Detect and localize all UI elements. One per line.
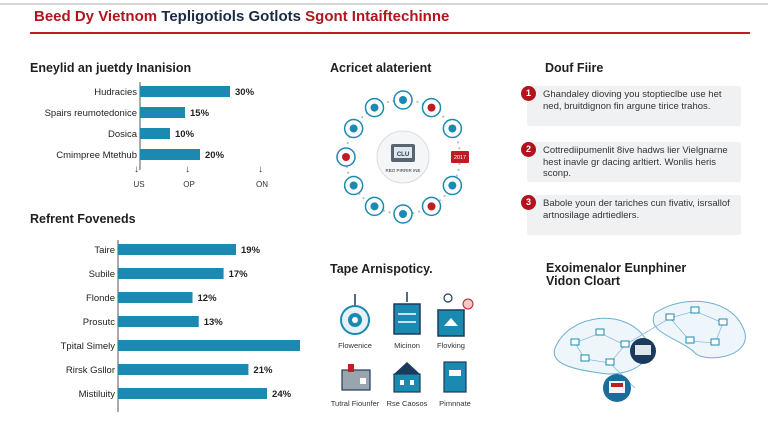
title-underline <box>30 32 750 34</box>
server-icon <box>393 292 421 335</box>
icon-caption-4: Tutral Fiounfer <box>331 399 380 408</box>
value-label: 30% <box>235 87 255 98</box>
step-text-3: Babole youn der tariches cun fivativ, is… <box>543 198 730 221</box>
briefcase-icon <box>443 361 467 393</box>
chart1-tick-label: OP <box>183 180 195 189</box>
flow-region-right <box>652 300 746 359</box>
icons-title: Tape Arnispoticy. <box>330 262 433 276</box>
home-icon <box>437 293 474 337</box>
bar <box>118 292 193 303</box>
bank-icon <box>336 147 356 167</box>
drop-icon <box>393 204 413 224</box>
cycle-title: Acricet alaterient <box>330 61 432 75</box>
value-label: 21% <box>253 365 273 376</box>
gear-icon <box>421 196 442 217</box>
category-label: Rirsk Gsllor <box>66 365 115 376</box>
icon-caption-5: Rse Caosos <box>387 399 428 408</box>
category-label: Flonde <box>86 293 115 304</box>
step-card-1: 1 Ghandaley dioving you stoptieclbe use … <box>521 86 741 126</box>
flow-diagram <box>553 300 746 402</box>
bar <box>140 86 230 97</box>
network-icon <box>364 196 385 217</box>
chart2-svg: Taire 19% Subile 17% Flonde 12% Prosutc 13% Tpit… <box>61 240 300 412</box>
flow-nodes <box>570 306 728 366</box>
step-card-3: 3 Babole youn der tariches cun fivativ, … <box>521 195 741 235</box>
top-divider <box>0 3 768 5</box>
badge-label: 2017 <box>454 155 466 161</box>
value-label: 20% <box>205 150 225 161</box>
monitor-badge-icon <box>630 338 656 364</box>
title-part-2: Tepligotiols Gotlots <box>161 8 301 25</box>
center-label: CLU <box>397 152 409 158</box>
chart1-svg: Hudracies 30% Spairs reumotedonice 15% Dosic… <box>45 82 255 170</box>
category-label: Hudracies <box>94 87 137 98</box>
factory-icon <box>341 364 371 391</box>
bar <box>118 364 249 375</box>
map-icon <box>343 175 364 196</box>
title-part-1: Beed Dy Vietnom <box>34 8 158 25</box>
cycle-diagram: CLU RBO PIRRIR INE 2017 <box>336 90 469 224</box>
icon-caption-3: Flovking <box>437 341 465 350</box>
bar <box>118 316 199 327</box>
value-label: 19% <box>241 245 261 256</box>
step-text-1: Ghandaley dioving you stoptieclbe use he… <box>543 89 722 112</box>
chart1-tick-label: ON <box>256 180 268 189</box>
page-title: Beed Dy Vietnom Tepligotiols Gotlots Sgo… <box>34 8 449 25</box>
chart1-tick-arrow-2-icon: ↓ <box>185 164 190 175</box>
value-label: 15% <box>190 108 210 119</box>
center-caption: RBO PIRRIR INE <box>385 168 420 173</box>
target-icon <box>340 294 370 335</box>
bar <box>140 149 200 160</box>
category-label: Subile <box>89 269 115 280</box>
steps-title: Douf Fiire <box>545 61 604 75</box>
flow-title-line-1: Exoimenalor Eunphiner <box>546 261 687 275</box>
icon-caption-6: Pimnnate <box>439 399 471 408</box>
person-badge-icon <box>603 374 631 402</box>
bar <box>118 268 224 279</box>
lightbulb-icon <box>364 97 385 118</box>
value-label: 13% <box>204 317 224 328</box>
chart1-tick-arrow-1-icon: ↓ <box>134 164 139 175</box>
chart2-title: Refrent Foveneds <box>30 212 136 226</box>
flow-title: Exoimenalor Eunphiner Vidon Cloart <box>546 262 686 288</box>
value-label: 24% <box>272 389 292 400</box>
bar <box>118 340 300 351</box>
icon-caption-1: Flowenice <box>338 341 372 350</box>
bar <box>140 128 170 139</box>
category-label: Cmimpree Mtethub <box>56 150 137 161</box>
title-part-3: Sgont Intaiftechinne <box>305 8 450 25</box>
icon-caption-2: Micinon <box>394 341 420 350</box>
calendar-icon <box>343 118 364 139</box>
category-label: Dosica <box>108 129 138 140</box>
step-number-3: 3 <box>521 195 536 210</box>
category-label: Taire <box>94 245 115 256</box>
center-emblem: CLU RBO PIRRIR INE <box>376 130 430 184</box>
columns-icon: 2017 <box>451 151 469 163</box>
clock-icon <box>393 90 413 110</box>
value-label: 12% <box>198 293 218 304</box>
value-label: 17% <box>229 269 249 280</box>
chart1-tick-label: US <box>133 180 145 189</box>
award-icon <box>442 118 463 139</box>
bank-icon <box>442 175 463 196</box>
bar <box>118 244 236 255</box>
building-icon <box>393 362 421 393</box>
step-number-2: 2 <box>521 142 536 157</box>
chart1-title: Eneylid an juetdy Inanision <box>30 61 192 75</box>
category-label: Spairs reumotedonice <box>45 108 137 119</box>
bar <box>140 107 185 118</box>
step-card-2: 2 Cottrediipumenlit 8ive hadws lier Viel… <box>521 142 741 182</box>
icons-grid: Flowenice Micinon Flovking Tutral Fiounf… <box>331 292 474 408</box>
step-number-1: 1 <box>521 86 536 101</box>
building-icon <box>421 97 442 118</box>
title-bar: Beed Dy Vietnom Tepligotiols Gotlots Sgo… <box>0 0 768 36</box>
step-text-2: Cottrediipumenlit 8ive hadws lier Vielgn… <box>543 145 728 179</box>
category-label: Mistiluity <box>79 389 116 400</box>
category-label: Tpital Simely <box>61 341 116 352</box>
bar <box>118 388 268 399</box>
flow-title-line-2: Vidon Cloart <box>546 274 621 288</box>
category-label: Prosutc <box>83 317 115 328</box>
chart1-tick-arrow-3-icon: ↓ <box>258 164 263 175</box>
value-label: 10% <box>175 129 195 140</box>
